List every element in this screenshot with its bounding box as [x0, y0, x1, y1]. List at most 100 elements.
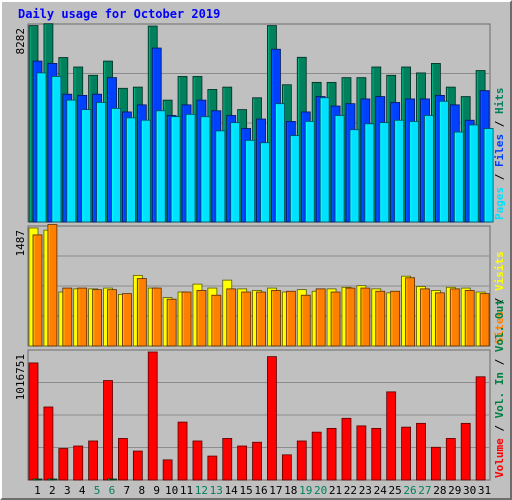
bar-pages-day-20: [319, 97, 330, 223]
bar-volume-day-28: [430, 446, 441, 481]
bar-volume-day-26: [401, 426, 411, 481]
bar-pages-day-7: [126, 117, 136, 223]
bar-pages-day-2: [51, 76, 62, 223]
x-tick-label-day-9: 9: [153, 484, 160, 497]
bar-vol-in-day-1: [32, 478, 43, 481]
bar-pages-day-14: [230, 122, 241, 223]
legend-entry-visits: Visits: [493, 251, 506, 291]
bar-pages-day-12: [200, 116, 211, 223]
legend-entry-vol-out: Vol. Out: [493, 299, 506, 352]
bar-pages-day-8: [140, 119, 151, 223]
x-tick-label-day-8: 8: [138, 484, 145, 497]
bar-pages-day-31: [483, 128, 494, 223]
bar-pages-day-28: [438, 100, 449, 223]
legend-entry-vol-in: Vol. In: [493, 372, 506, 418]
legend-entry-hits: Hits: [493, 88, 506, 115]
legend-2: Sites / Visits: [493, 251, 506, 344]
legend-1: Pages / Files / Hits: [493, 88, 506, 221]
bar-volume-day-11: [177, 421, 188, 481]
bar-pages-day-9: [155, 110, 166, 223]
bar-sites-day-31: [479, 293, 490, 347]
bar-pages-day-21: [334, 115, 345, 223]
legend-entry-sites: Sites: [493, 311, 506, 344]
bar-sites-day-24: [375, 290, 386, 347]
bar-volume-day-27: [416, 422, 426, 481]
bar-sites-day-11: [181, 291, 192, 347]
x-tick-label-day-12: 12: [195, 484, 208, 497]
bar-volume-day-20: [311, 431, 322, 481]
bar-volume-day-30: [460, 422, 471, 481]
x-tick-label-day-6: 6: [109, 484, 116, 497]
chart-title: Daily usage for October 2019: [18, 7, 220, 21]
bar-sites-day-1: [32, 234, 43, 347]
x-tick-label-day-10: 10: [165, 484, 178, 497]
bar-volume-day-3: [58, 448, 69, 481]
y-max-label-1: 8282: [14, 28, 27, 55]
x-tick-label-day-20: 20: [314, 484, 327, 497]
x-tick-label-day-18: 18: [284, 484, 297, 497]
bar-pages-day-30: [468, 124, 479, 223]
x-tick-label-day-2: 2: [49, 484, 56, 497]
bar-pages-day-3: [66, 99, 77, 223]
bar-vol-in-day-2: [47, 478, 58, 481]
legend-entry--: /: [493, 291, 506, 311]
bar-volume-day-29: [445, 438, 456, 481]
bar-volume-day-14: [222, 438, 233, 481]
x-tick-label-day-14: 14: [225, 484, 239, 497]
bar-sites-day-12: [196, 290, 207, 347]
bar-sites-day-16: [256, 291, 266, 347]
x-tick-label-day-19: 19: [299, 484, 312, 497]
bar-volume-day-17: [267, 356, 277, 481]
x-tick-label-day-13: 13: [210, 484, 223, 497]
bar-volume-day-21: [326, 427, 337, 481]
legend-entry-pages: Pages: [493, 187, 506, 220]
bar-volume-day-24: [371, 427, 382, 481]
bar-volume-day-22: [341, 417, 352, 481]
legend-entry--: /: [493, 352, 506, 372]
bar-sites-day-3: [62, 287, 73, 347]
x-tick-label-day-24: 24: [374, 484, 388, 497]
bar-pages-day-16: [260, 142, 270, 223]
bar-pages-day-25: [394, 119, 405, 223]
bar-sites-day-4: [77, 287, 88, 347]
bar-volume-day-18: [281, 454, 292, 481]
bar-sites-day-27: [420, 288, 430, 347]
legend-entry-volume: Volume: [493, 438, 506, 478]
legend-entry--: /: [493, 418, 506, 438]
bar-volume-day-7: [118, 438, 128, 481]
x-tick-label-day-21: 21: [329, 484, 342, 497]
x-tick-label-day-27: 27: [418, 484, 431, 497]
bar-pages-day-24: [379, 122, 390, 223]
bar-sites-day-10: [166, 298, 177, 347]
bar-volume-day-5: [88, 440, 99, 481]
bar-sites-day-18: [285, 290, 296, 347]
bar-volume-day-16: [252, 441, 262, 481]
legend-entry--: /: [493, 114, 506, 134]
bar-pages-day-17: [275, 103, 285, 223]
bar-sites-day-21: [330, 291, 341, 347]
x-tick-label-day-5: 5: [94, 484, 101, 497]
x-tick-label-day-22: 22: [344, 484, 357, 497]
y-max-label-3: 1016751: [14, 354, 27, 400]
bar-sites-day-29: [449, 288, 460, 347]
bar-sites-day-17: [271, 290, 281, 347]
bar-sites-day-5: [92, 289, 103, 347]
bar-sites-day-30: [464, 290, 475, 347]
x-tick-label-day-26: 26: [403, 484, 416, 497]
bar-pages-day-13: [215, 130, 226, 223]
x-tick-label-day-17: 17: [269, 484, 282, 497]
bar-volume-day-9: [147, 351, 158, 481]
bar-pages-day-1: [36, 72, 47, 223]
bar-sites-day-23: [360, 287, 371, 347]
bar-sites-day-7: [122, 293, 132, 347]
bar-pages-day-27: [424, 115, 434, 223]
x-tick-label-day-3: 3: [64, 484, 71, 497]
bar-sites-day-22: [345, 287, 356, 347]
legend-3: Volume / Vol. In / Vol. Out: [493, 299, 506, 478]
bar-sites-day-2: [47, 224, 58, 347]
bar-sites-day-20: [315, 288, 326, 347]
bar-pages-day-23: [364, 123, 375, 223]
x-tick-label-day-31: 31: [478, 484, 491, 497]
bar-pages-day-19: [304, 121, 315, 223]
x-tick-label-day-1: 1: [34, 484, 41, 497]
